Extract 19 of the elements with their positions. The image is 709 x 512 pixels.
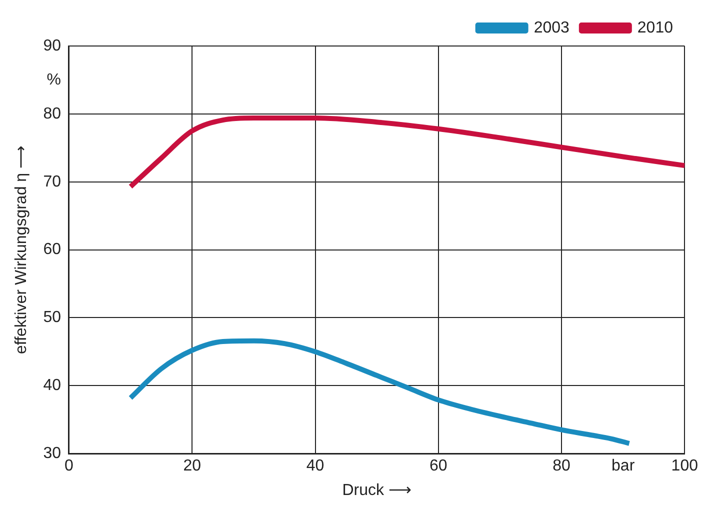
y-axis-title: effektiver Wirkungsgrad η ⟶ xyxy=(13,145,30,354)
legend-label: 2010 xyxy=(637,19,674,36)
y-tick-label: 80 xyxy=(43,105,62,122)
x-tick-label: 80 xyxy=(552,458,571,475)
y-tick-label: % xyxy=(46,71,61,88)
y-tick-label: 70 xyxy=(43,173,62,190)
x-tick-label: bar xyxy=(612,458,636,475)
y-tick-label: 50 xyxy=(43,309,62,326)
y-tick-label: 40 xyxy=(43,377,62,394)
x-tick-label: 100 xyxy=(671,458,698,475)
legend-label: 2003 xyxy=(534,19,570,36)
x-axis-title: Druck ⟶ xyxy=(342,482,412,499)
x-tick-label: 0 xyxy=(64,458,74,475)
x-tick-label: 20 xyxy=(183,458,202,475)
y-tick-label: 60 xyxy=(43,241,62,258)
x-tick-label: 40 xyxy=(306,458,324,475)
y-tick-label: 30 xyxy=(43,445,62,462)
y-tick-label: 90 xyxy=(43,37,62,54)
x-tick-label: 60 xyxy=(429,458,448,475)
